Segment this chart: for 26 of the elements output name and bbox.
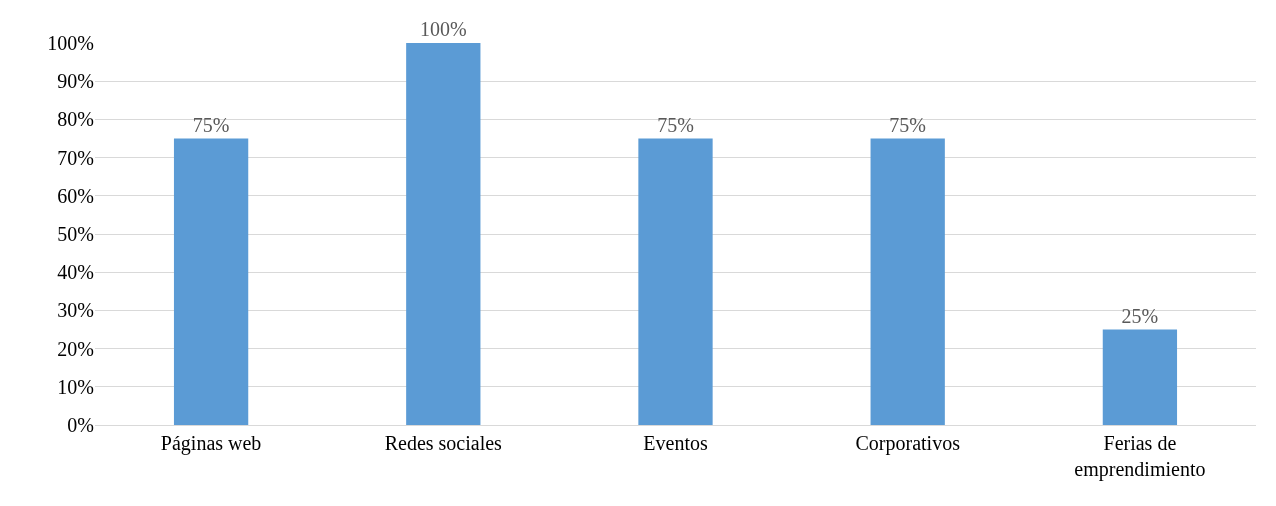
bar (638, 138, 713, 425)
x-tick-label: Páginas web (160, 432, 262, 455)
y-tick-label: 0% (67, 414, 94, 436)
data-label: 25% (1121, 304, 1159, 327)
y-tick-label: 60% (57, 184, 94, 207)
x-tick-label: Corporativos (855, 432, 961, 455)
data-label: 75% (889, 113, 927, 136)
data-label: 75% (192, 113, 230, 136)
y-tick-label: 100% (47, 32, 94, 54)
x-tick-label: Eventos (643, 432, 708, 454)
y-tick-label: 90% (57, 70, 94, 93)
bar (1102, 329, 1178, 425)
y-tick-label: 10% (57, 375, 94, 398)
data-label: 75% (657, 113, 694, 136)
bar (173, 138, 249, 425)
x-tick-label: Ferias de emprendimiento (1074, 432, 1206, 481)
y-tick-label: 40% (57, 261, 94, 284)
y-tick-label: 70% (57, 146, 94, 169)
bar (406, 43, 481, 425)
data-label: 100% (419, 18, 467, 40)
y-tick-label: 20% (57, 337, 94, 360)
x-tick-label: Redes sociales (384, 432, 503, 454)
y-tick-label: 50% (57, 223, 94, 245)
y-tick-label: 80% (57, 108, 94, 131)
bar (870, 138, 945, 425)
y-tick-label: 30% (57, 299, 94, 322)
